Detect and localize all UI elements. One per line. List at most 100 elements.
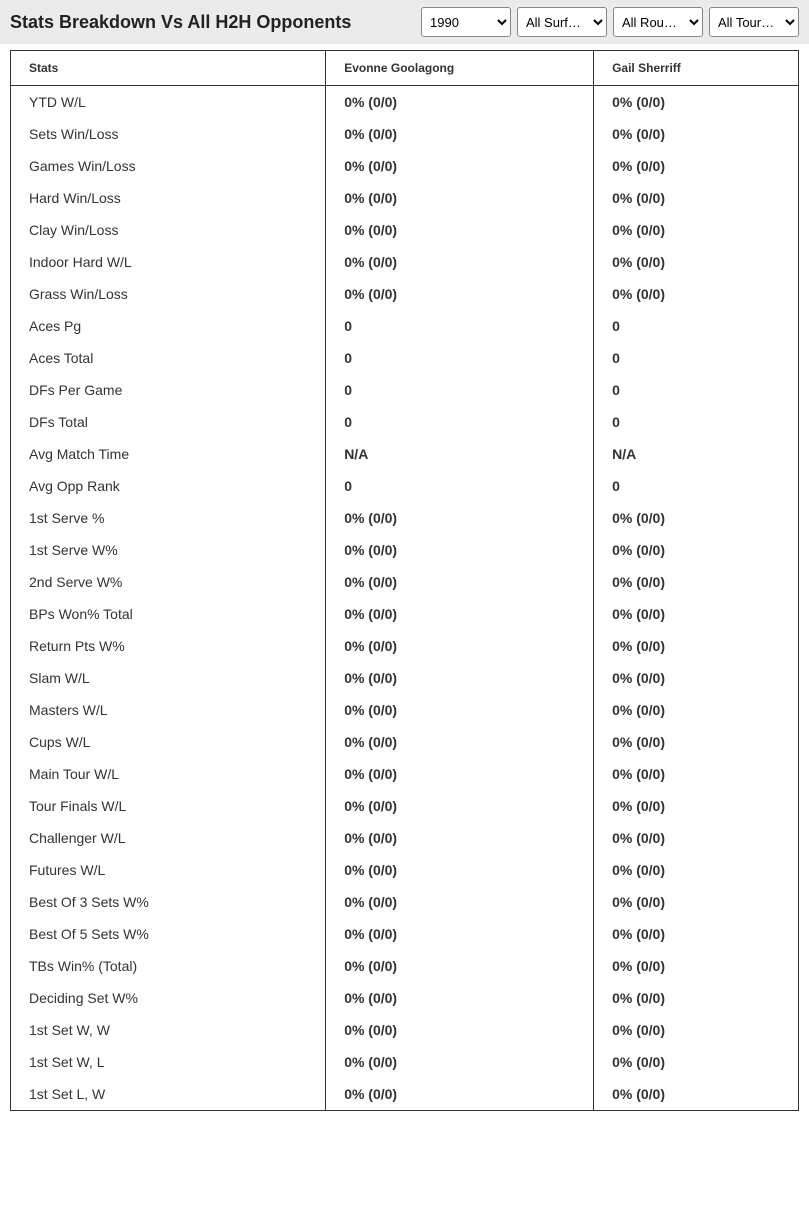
player1-value: 0% (0/0): [326, 822, 594, 854]
stat-label: Return Pts W%: [11, 630, 326, 662]
player2-value: 0% (0/0): [594, 278, 799, 310]
table-row: 2nd Serve W%0% (0/0)0% (0/0): [11, 566, 799, 598]
player2-value: 0% (0/0): [594, 822, 799, 854]
player2-value: 0% (0/0): [594, 726, 799, 758]
player2-value: 0: [594, 310, 799, 342]
player1-value: 0% (0/0): [326, 950, 594, 982]
col-stats: Stats: [11, 51, 326, 86]
player1-value: 0% (0/0): [326, 886, 594, 918]
player1-value: 0% (0/0): [326, 854, 594, 886]
player2-value: 0% (0/0): [594, 502, 799, 534]
stat-label: 1st Set W, L: [11, 1046, 326, 1078]
stat-label: Clay Win/Loss: [11, 214, 326, 246]
table-row: 1st Set W, L0% (0/0)0% (0/0): [11, 1046, 799, 1078]
col-player1: Evonne Goolagong: [326, 51, 594, 86]
player1-value: 0% (0/0): [326, 534, 594, 566]
stat-label: Avg Match Time: [11, 438, 326, 470]
player2-value: 0: [594, 406, 799, 438]
table-container: Stats Evonne Goolagong Gail Sherriff YTD…: [0, 44, 809, 1121]
player2-value: 0% (0/0): [594, 854, 799, 886]
table-row: Deciding Set W%0% (0/0)0% (0/0): [11, 982, 799, 1014]
player2-value: 0: [594, 374, 799, 406]
table-row: Best Of 3 Sets W%0% (0/0)0% (0/0): [11, 886, 799, 918]
table-row: 1st Serve W%0% (0/0)0% (0/0): [11, 534, 799, 566]
player1-value: 0% (0/0): [326, 566, 594, 598]
stat-label: 2nd Serve W%: [11, 566, 326, 598]
player2-value: 0% (0/0): [594, 758, 799, 790]
stat-label: Cups W/L: [11, 726, 326, 758]
page-title: Stats Breakdown Vs All H2H Opponents: [10, 12, 351, 33]
filter-group: 1990 All Surf… All Rou… All Tour…: [421, 7, 799, 37]
stat-label: Avg Opp Rank: [11, 470, 326, 502]
player2-value: 0% (0/0): [594, 662, 799, 694]
table-row: Grass Win/Loss0% (0/0)0% (0/0): [11, 278, 799, 310]
table-row: Hard Win/Loss0% (0/0)0% (0/0): [11, 182, 799, 214]
table-row: Indoor Hard W/L0% (0/0)0% (0/0): [11, 246, 799, 278]
player1-value: 0% (0/0): [326, 1078, 594, 1111]
stat-label: Futures W/L: [11, 854, 326, 886]
player2-value: 0% (0/0): [594, 918, 799, 950]
table-row: Cups W/L0% (0/0)0% (0/0): [11, 726, 799, 758]
player1-value: 0% (0/0): [326, 150, 594, 182]
player2-value: 0% (0/0): [594, 982, 799, 1014]
stat-label: Slam W/L: [11, 662, 326, 694]
player2-value: 0% (0/0): [594, 150, 799, 182]
player1-value: 0% (0/0): [326, 1046, 594, 1078]
stat-label: Best Of 5 Sets W%: [11, 918, 326, 950]
player2-value: 0% (0/0): [594, 118, 799, 150]
table-row: Challenger W/L0% (0/0)0% (0/0): [11, 822, 799, 854]
player1-value: 0: [326, 310, 594, 342]
table-row: Sets Win/Loss0% (0/0)0% (0/0): [11, 118, 799, 150]
player1-value: 0% (0/0): [326, 182, 594, 214]
stat-label: DFs Total: [11, 406, 326, 438]
player2-value: 0% (0/0): [594, 182, 799, 214]
table-row: 1st Set L, W0% (0/0)0% (0/0): [11, 1078, 799, 1111]
player2-value: 0: [594, 342, 799, 374]
stat-label: Grass Win/Loss: [11, 278, 326, 310]
stat-label: Deciding Set W%: [11, 982, 326, 1014]
year-select[interactable]: 1990: [421, 7, 511, 37]
player1-value: 0% (0/0): [326, 246, 594, 278]
player1-value: 0% (0/0): [326, 726, 594, 758]
player1-value: 0: [326, 470, 594, 502]
table-row: Clay Win/Loss0% (0/0)0% (0/0): [11, 214, 799, 246]
table-row: Main Tour W/L0% (0/0)0% (0/0): [11, 758, 799, 790]
player1-value: 0: [326, 374, 594, 406]
player2-value: 0% (0/0): [594, 1046, 799, 1078]
table-row: Games Win/Loss0% (0/0)0% (0/0): [11, 150, 799, 182]
table-row: Return Pts W%0% (0/0)0% (0/0): [11, 630, 799, 662]
round-select[interactable]: All Rou…: [613, 7, 703, 37]
surface-select[interactable]: All Surf…: [517, 7, 607, 37]
player1-value: 0: [326, 406, 594, 438]
player2-value: 0% (0/0): [594, 950, 799, 982]
player1-value: 0% (0/0): [326, 502, 594, 534]
stat-label: Main Tour W/L: [11, 758, 326, 790]
player2-value: 0% (0/0): [594, 694, 799, 726]
stat-label: 1st Set L, W: [11, 1078, 326, 1111]
player1-value: N/A: [326, 438, 594, 470]
table-row: DFs Total00: [11, 406, 799, 438]
col-player2: Gail Sherriff: [594, 51, 799, 86]
player2-value: 0% (0/0): [594, 566, 799, 598]
stat-label: Masters W/L: [11, 694, 326, 726]
stat-label: TBs Win% (Total): [11, 950, 326, 982]
stats-table: Stats Evonne Goolagong Gail Sherriff YTD…: [10, 50, 799, 1111]
table-header-row: Stats Evonne Goolagong Gail Sherriff: [11, 51, 799, 86]
table-row: BPs Won% Total0% (0/0)0% (0/0): [11, 598, 799, 630]
player2-value: 0% (0/0): [594, 630, 799, 662]
table-row: Tour Finals W/L0% (0/0)0% (0/0): [11, 790, 799, 822]
stat-label: 1st Serve W%: [11, 534, 326, 566]
player2-value: 0% (0/0): [594, 86, 799, 119]
table-row: YTD W/L0% (0/0)0% (0/0): [11, 86, 799, 119]
table-row: Best Of 5 Sets W%0% (0/0)0% (0/0): [11, 918, 799, 950]
player2-value: 0% (0/0): [594, 598, 799, 630]
player2-value: 0% (0/0): [594, 214, 799, 246]
stat-label: DFs Per Game: [11, 374, 326, 406]
table-row: 1st Set W, W0% (0/0)0% (0/0): [11, 1014, 799, 1046]
player1-value: 0% (0/0): [326, 118, 594, 150]
player1-value: 0% (0/0): [326, 790, 594, 822]
header-bar: Stats Breakdown Vs All H2H Opponents 199…: [0, 0, 809, 44]
table-row: Aces Total00: [11, 342, 799, 374]
tournament-select[interactable]: All Tour…: [709, 7, 799, 37]
player1-value: 0% (0/0): [326, 86, 594, 119]
